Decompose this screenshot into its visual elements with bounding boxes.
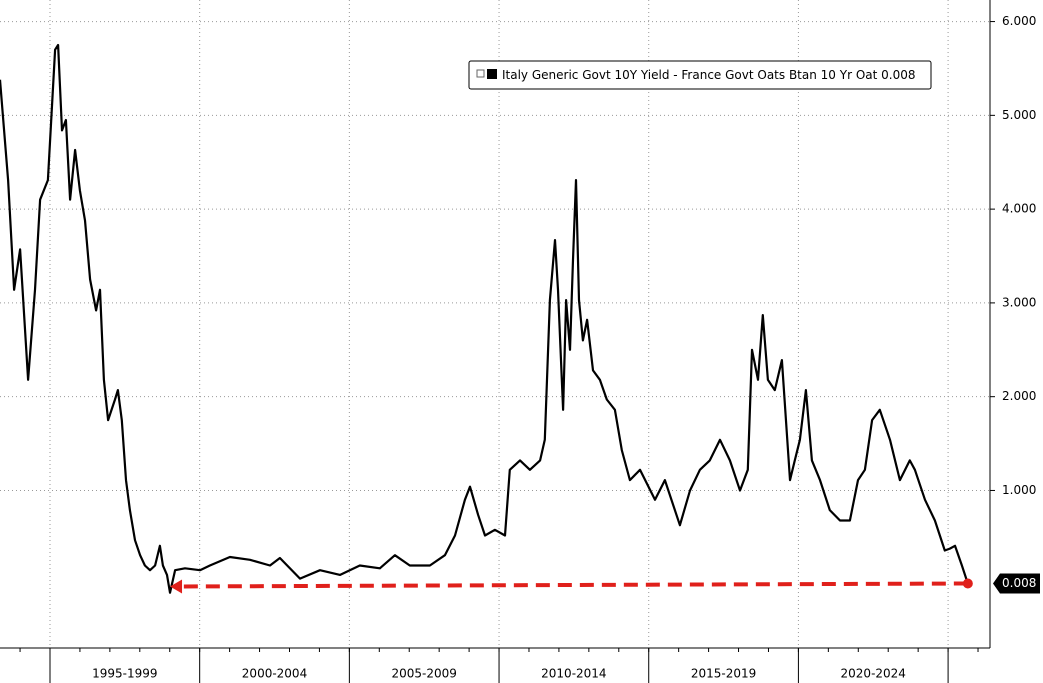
x-period-label: 1995-1999 (92, 667, 157, 681)
y-tick-label: 5.000 (1002, 108, 1036, 122)
y-tick-label: 4.000 (1002, 202, 1036, 216)
legend-label: Italy Generic Govt 10Y Yield - France Go… (502, 68, 916, 82)
annotation-arrow-head (170, 579, 183, 594)
last-point (962, 578, 973, 589)
annotation-arrow (180, 581, 968, 589)
y-tick-label: 3.000 (1002, 295, 1036, 309)
legend-value: 0.008 (881, 68, 915, 82)
legend-box (468, 60, 932, 90)
legend-name: Italy Generic Govt 10Y Yield - France Go… (502, 68, 878, 82)
y-tick-label: 6.000 (1002, 14, 1036, 28)
legend-swatch (487, 69, 497, 79)
x-period-label: 2000-2004 (242, 667, 307, 681)
last-value-box (993, 573, 1040, 594)
series-line (0, 43, 969, 594)
legend: Italy Generic Govt 10Y Yield - France Go… (468, 60, 932, 90)
y-tick-label: 1.000 (1002, 483, 1036, 497)
y-tick-label: 2.000 (1002, 389, 1036, 403)
last-value-label: 0.008 (1002, 576, 1036, 590)
x-period-label: 2020-2024 (841, 667, 906, 681)
legend-toggle (476, 69, 485, 78)
x-period-label: 2010-2014 (541, 667, 606, 681)
x-period-label: 2005-2009 (391, 667, 456, 681)
x-period-label: 2015-2019 (691, 667, 756, 681)
